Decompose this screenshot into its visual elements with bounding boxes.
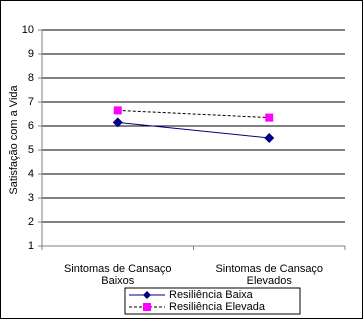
- y-tick-label: 6: [28, 120, 34, 132]
- y-tick-label: 9: [28, 48, 34, 60]
- y-tick-label: 4: [28, 168, 34, 180]
- y-axis-label: Satisfação com a Vida: [8, 84, 20, 194]
- legend-marker: [143, 291, 151, 299]
- marker: [112, 117, 123, 128]
- marker: [264, 133, 275, 143]
- legend-marker: [143, 303, 151, 311]
- x-tick-label: Sintomas de Cansaço Baixos: [63, 263, 172, 287]
- line: [117, 121, 270, 139]
- y-tick-label: 7: [28, 96, 34, 108]
- y-tick-label: 3: [28, 192, 34, 204]
- marker: [265, 113, 274, 122]
- legend-label: Resiliência Elevada: [169, 301, 266, 313]
- y-tick-label: 2: [28, 216, 34, 228]
- marker: [113, 106, 122, 115]
- y-tick-label: 5: [28, 144, 34, 156]
- y-tick-label: 1: [28, 240, 34, 252]
- legend-label: Resiliência Baixa: [169, 289, 254, 301]
- x-tick-label: Sintomas de Cansaço Elevados: [215, 263, 324, 287]
- line: [117, 109, 270, 119]
- legend-box: [124, 287, 301, 315]
- y-tick-label: 8: [28, 72, 34, 84]
- y-tick-label: 10: [22, 24, 34, 36]
